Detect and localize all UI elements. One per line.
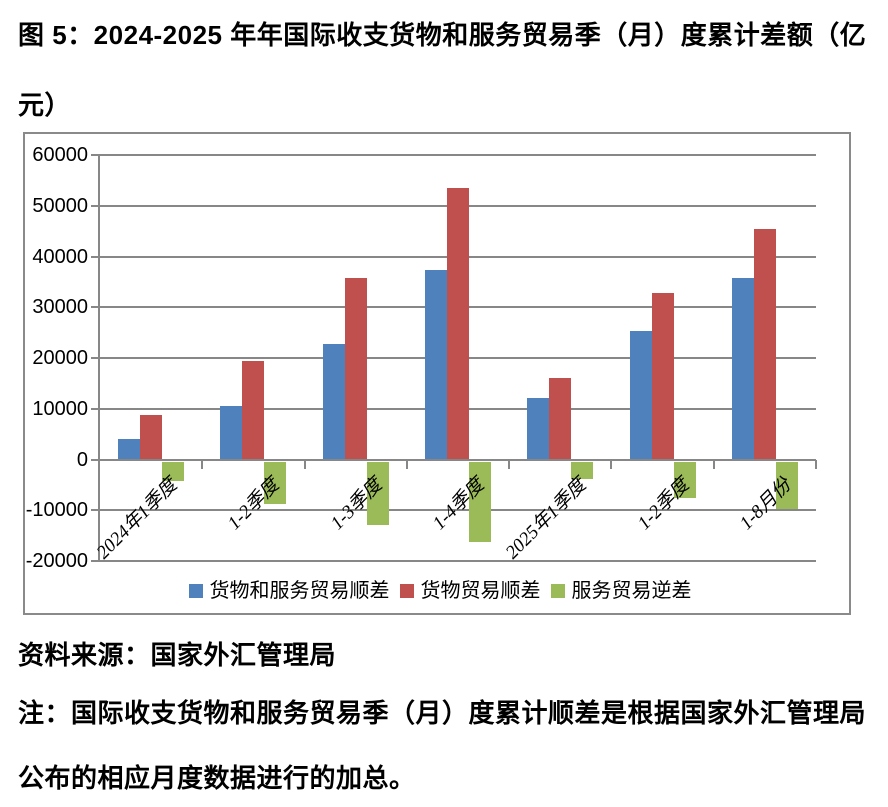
y-axis-tick-50000 [91, 205, 100, 207]
gridline--20000 [100, 560, 816, 562]
bar-货物贸易顺差-2024年1季度 [140, 415, 162, 460]
y-axis-tick-0 [91, 459, 100, 461]
y-axis-tick-30000 [91, 306, 100, 308]
bar-货物和服务贸易顺差-1-8月份 [732, 278, 754, 460]
bar-货物和服务贸易顺差-1-2季度 [220, 405, 242, 460]
bar-服务贸易逆差-1-2季度 [264, 461, 286, 504]
y-axis-tick-10000 [91, 408, 100, 410]
y-axis-label: 40000 [32, 246, 88, 268]
y-axis-tick-60000 [91, 154, 100, 156]
gridline-60000 [100, 154, 816, 156]
bar-货物贸易顺差-1-2季度 [652, 293, 674, 460]
x-axis-tick [815, 460, 817, 469]
bar-货物贸易顺差-1-8月份 [754, 229, 776, 460]
y-axis-tick-40000 [91, 256, 100, 258]
y-axis-label: 10000 [32, 398, 88, 420]
x-axis-tick [610, 460, 612, 469]
y-axis-label: 60000 [32, 144, 88, 166]
gridline--10000 [100, 509, 816, 511]
bar-货物和服务贸易顺差-2024年1季度 [118, 438, 140, 460]
bar-服务贸易逆差-2024年1季度 [162, 461, 184, 482]
legend-item: 货物贸易顺差 [394, 574, 541, 603]
y-axis-label: 30000 [32, 296, 88, 318]
x-axis-tick [406, 460, 408, 469]
y-axis-label: 20000 [32, 347, 88, 369]
bar-货物和服务贸易顺差-1-3季度 [323, 344, 345, 460]
note-text: 注：国际收支货物和服务贸易季（月）度累计顺差是根据国家外汇管理局公布的相应月度数… [18, 698, 867, 793]
plot-area: 60000 50000 40000 30000 20000 10000 0 -10000 -20… [26, 144, 817, 572]
bar-服务贸易逆差-1-4季度 [469, 461, 491, 542]
legend-item: 服务贸易逆差 [545, 574, 692, 603]
y-axis-tick-20000 [91, 357, 100, 359]
bar-服务贸易逆差-1-3季度 [367, 461, 389, 526]
x-axis-tick [713, 460, 715, 469]
bar-货物和服务贸易顺差-2025年1季度 [527, 397, 549, 460]
chart-frame: 60000 50000 40000 30000 20000 10000 0 -10000 -20… [23, 132, 851, 615]
bar-货物和服务贸易顺差-1-4季度 [425, 270, 447, 460]
y-axis-label: -10000 [25, 499, 88, 521]
bar-货物贸易顺差-1-3季度 [345, 277, 367, 460]
legend-swatch-icon [550, 584, 565, 598]
legend-label: 货物和服务贸易顺差 [209, 580, 390, 602]
y-axis-label: -20000 [25, 550, 88, 572]
x-axis-tick [201, 460, 203, 469]
legend-swatch-icon [188, 584, 203, 598]
bar-货物和服务贸易顺差-1-2季度 [630, 331, 652, 460]
x-axis-tick [508, 460, 510, 469]
legend-item: 货物和服务贸易顺差 [183, 574, 390, 603]
legend-swatch-icon [399, 584, 414, 598]
legend-label: 货物贸易顺差 [420, 580, 541, 602]
y-axis-label: 0 [76, 449, 88, 471]
x-axis-tick [304, 460, 306, 469]
bar-货物贸易顺差-1-2季度 [242, 361, 264, 460]
y-axis-tick--20000 [91, 560, 100, 562]
source-text: 资料来源：国家外汇管理局 [18, 640, 337, 670]
bar-服务贸易逆差-1-8月份 [776, 461, 798, 510]
chart-legend: 货物和服务贸易顺差 货物贸易顺差 服务贸易逆差 [25, 574, 849, 603]
figure-title: 图 5：2024-2025 年年国际收支货物和服务贸易季（月）度累计差额（亿元） [18, 20, 867, 120]
gridline-0 [100, 459, 816, 461]
bar-货物贸易顺差-1-4季度 [447, 187, 469, 460]
bar-服务贸易逆差-2025年1季度 [571, 461, 593, 479]
y-axis-tick--10000 [91, 509, 100, 511]
bar-服务贸易逆差-1-2季度 [674, 461, 696, 498]
y-axis-label: 50000 [32, 195, 88, 217]
legend-label: 服务贸易逆差 [571, 580, 692, 602]
bar-货物贸易顺差-2025年1季度 [549, 377, 571, 460]
y-axis-line [98, 155, 100, 561]
